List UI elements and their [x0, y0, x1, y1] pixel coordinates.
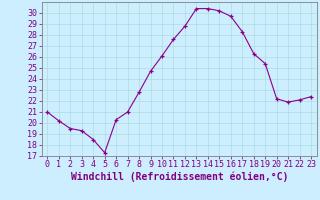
X-axis label: Windchill (Refroidissement éolien,°C): Windchill (Refroidissement éolien,°C) [70, 172, 288, 182]
